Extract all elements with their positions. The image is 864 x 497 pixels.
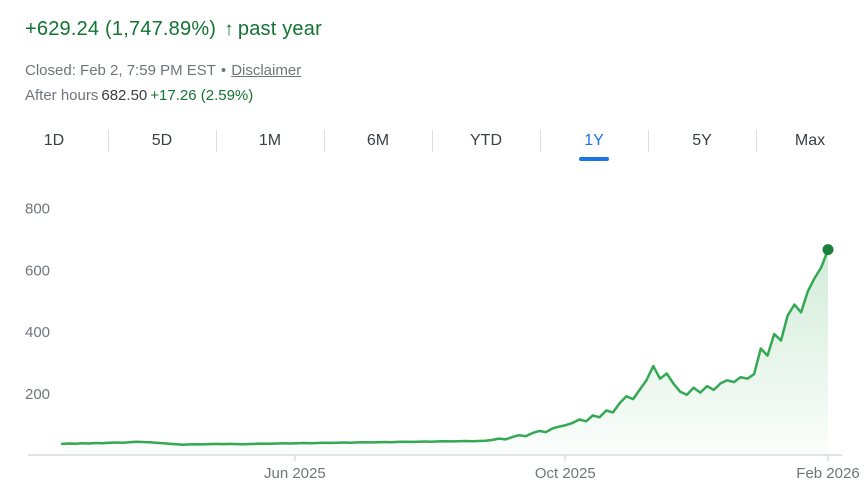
after-hours-label: After hours bbox=[25, 87, 99, 104]
tab-max[interactable]: Max bbox=[756, 119, 864, 163]
tab-5y-label: 5Y bbox=[692, 132, 712, 149]
tab-1d-label: 1D bbox=[43, 132, 65, 149]
tab-max-label: Max bbox=[794, 132, 826, 149]
after-hours-line: After hours 682.50 +17.26 (2.59%) bbox=[25, 87, 840, 104]
active-tab-indicator bbox=[579, 157, 609, 161]
tab-5y[interactable]: 5Y bbox=[648, 119, 756, 163]
price-header: +629.24 (1,747.89%) ↑ past year Closed: Fe… bbox=[0, 0, 864, 104]
tab-ytd-label: YTD bbox=[470, 132, 502, 149]
y-axis-label: 800 bbox=[25, 201, 50, 218]
up-arrow-icon: ↑ bbox=[224, 19, 234, 40]
tab-1m-label: 1M bbox=[258, 132, 282, 149]
y-axis: 200 400 600 800 bbox=[25, 201, 50, 403]
bullet-separator: • bbox=[220, 62, 227, 79]
market-status-line: Closed: Feb 2, 7:59 PM EST • Disclaimer bbox=[25, 62, 840, 79]
tab-5d-label: 5D bbox=[151, 132, 173, 149]
tab-6m[interactable]: 6M bbox=[324, 119, 432, 163]
after-hours-change: +17.26 (2.59%) bbox=[150, 87, 254, 104]
tab-1y-label: 1Y bbox=[584, 132, 604, 149]
price-line bbox=[60, 248, 830, 446]
x-axis-label: Jun 2025 bbox=[264, 465, 326, 482]
price-change-period: past year bbox=[237, 18, 322, 40]
disclaimer-link[interactable]: Disclaimer bbox=[231, 62, 302, 79]
price-chart-svg: 200 400 600 800 Jun 2025 Oct 2025 Feb 2026 bbox=[25, 201, 860, 483]
after-hours-price: 682.50 bbox=[101, 87, 148, 104]
y-axis-label: 200 bbox=[25, 386, 50, 403]
tab-1m[interactable]: 1M bbox=[216, 119, 324, 163]
y-axis-label: 600 bbox=[25, 262, 50, 279]
tab-1y[interactable]: 1Y bbox=[540, 119, 648, 163]
tab-5d[interactable]: 5D bbox=[108, 119, 216, 163]
last-price-dot bbox=[822, 244, 834, 256]
tab-1d[interactable]: 1D bbox=[0, 119, 108, 163]
price-change-line: +629.24 (1,747.89%) ↑ past year bbox=[25, 18, 840, 41]
price-chart[interactable]: 200 400 600 800 Jun 2025 Oct 2025 Feb 2026 bbox=[0, 182, 864, 492]
tab-ytd[interactable]: YTD bbox=[432, 119, 540, 163]
x-axis-label: Oct 2025 bbox=[535, 465, 596, 482]
tab-6m-label: 6M bbox=[366, 132, 390, 149]
y-axis-label: 400 bbox=[25, 324, 50, 341]
market-status-text: Closed: Feb 2, 7:59 PM EST bbox=[25, 62, 216, 79]
price-change-value: +629.24 (1,747.89%) bbox=[25, 18, 217, 40]
price-area-fill bbox=[62, 249, 828, 455]
x-axis-label: Feb 2026 bbox=[796, 465, 859, 482]
x-axis: Jun 2025 Oct 2025 Feb 2026 bbox=[264, 455, 860, 482]
time-range-tabs: 1D 5D 1M 6M YTD 1Y 5Y Max bbox=[0, 119, 864, 163]
